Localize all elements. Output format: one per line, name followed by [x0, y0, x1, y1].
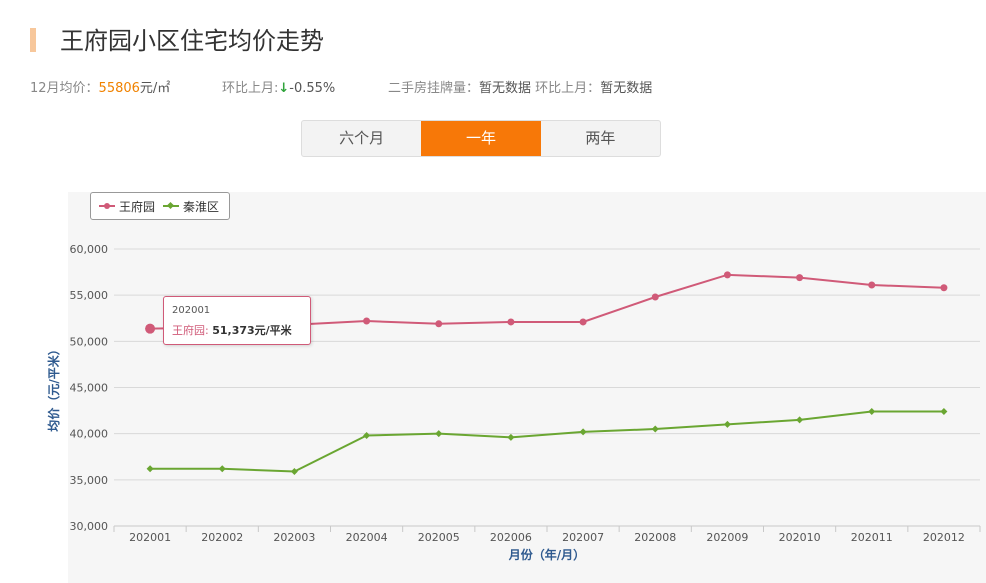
price-summary: 12月均价：55806元/㎡: [30, 77, 170, 96]
chart-tooltip: 202001 王府园: 51,373元/平米: [163, 296, 311, 345]
data-point: [940, 284, 948, 292]
x-tick-label: 202003: [273, 531, 315, 544]
data-point: [796, 416, 804, 424]
tooltip-series: 王府园:: [172, 324, 209, 337]
tab-one-year[interactable]: 一年: [421, 121, 541, 156]
x-tick-label: 202009: [706, 531, 748, 544]
series-line-2: [150, 410, 944, 473]
price-unit: 元/㎡: [139, 81, 171, 96]
tooltip-value: 51,373元/平米: [212, 324, 292, 337]
legend-label-wangfuyuan: 王府园: [119, 199, 156, 214]
data-point: [651, 293, 659, 301]
x-tick-label: 202008: [634, 531, 676, 544]
y-tick-label: 50,000: [70, 335, 109, 348]
x-tick-label: 202010: [779, 531, 821, 544]
data-point: [363, 317, 371, 325]
data-point: [723, 420, 731, 428]
legend-label-qinhuai: 秦淮区: [183, 199, 220, 214]
data-point: [363, 432, 371, 440]
legend-item-wangfuyuan[interactable]: 王府园: [99, 198, 155, 215]
y-tick-label: 35,000: [70, 474, 109, 487]
tooltip-row: 王府园: 51,373元/平米: [172, 322, 292, 338]
data-point: [435, 320, 443, 328]
period-tabs: 六个月 一年 两年: [301, 120, 661, 157]
y-tick-label: 45,000: [70, 382, 109, 395]
down-arrow-icon: ↓: [278, 81, 290, 96]
x-tick-label: 202002: [201, 531, 243, 544]
y-tick-label: 30,000: [70, 520, 109, 533]
tooltip-x-label: 202001: [172, 305, 211, 316]
data-point: [435, 430, 443, 438]
tab-two-years[interactable]: 两年: [585, 129, 616, 147]
legend-diamond-icon: [163, 201, 180, 211]
x-tick-label: 202011: [851, 531, 893, 544]
legend-circle-icon: [99, 201, 115, 211]
x-tick-label: 202005: [418, 531, 460, 544]
x-axis-title: 月份（年/月）: [508, 547, 585, 562]
y-tick-label: 40,000: [70, 428, 109, 441]
x-tick-label: 202012: [923, 531, 965, 544]
x-tick-label: 202001: [129, 531, 171, 544]
mom-label: 环比上月:: [222, 81, 279, 96]
mom-summary: 环比上月:↓-0.55%: [222, 77, 335, 96]
data-point: [579, 428, 587, 436]
listing-value: 暂无数据: [479, 81, 532, 96]
data-point: [146, 465, 154, 473]
data-point: [796, 274, 804, 282]
x-tick-label: 202006: [490, 531, 532, 544]
y-axis-title: 均价（元/平米）: [46, 343, 61, 431]
data-point: [940, 408, 948, 416]
legend-item-qinhuai[interactable]: 秦淮区: [163, 198, 219, 215]
data-point: [723, 271, 731, 279]
x-tick-label: 202004: [346, 531, 388, 544]
data-point: [579, 318, 587, 326]
data-point: [290, 468, 298, 476]
price-label: 12月均价：: [30, 81, 99, 96]
tab-six-months[interactable]: 六个月: [339, 129, 385, 147]
data-point: [651, 425, 659, 433]
data-point: [507, 433, 515, 441]
chart-legend: 王府园 秦淮区: [90, 192, 230, 220]
y-tick-label: 55,000: [70, 289, 109, 302]
mom-value: -0.55%: [289, 81, 336, 96]
data-point: [218, 465, 226, 473]
data-point: [868, 281, 876, 289]
x-tick-label: 202007: [562, 531, 604, 544]
title-accent-bar: [30, 28, 36, 52]
listing-label: 二手房挂牌量：: [388, 81, 480, 96]
listing-mom-label: 环比上月：: [535, 81, 601, 96]
page-title: 王府园小区住宅均价走势: [60, 27, 324, 55]
data-point: [507, 318, 515, 326]
listing-summary: 二手房挂牌量：暂无数据 环比上月：暂无数据: [388, 77, 652, 96]
y-tick-label: 60,000: [70, 243, 109, 256]
price-value: 55806: [98, 81, 140, 96]
data-point: [868, 408, 876, 416]
listing-mom-value: 暂无数据: [600, 81, 653, 96]
data-point: [145, 323, 156, 334]
